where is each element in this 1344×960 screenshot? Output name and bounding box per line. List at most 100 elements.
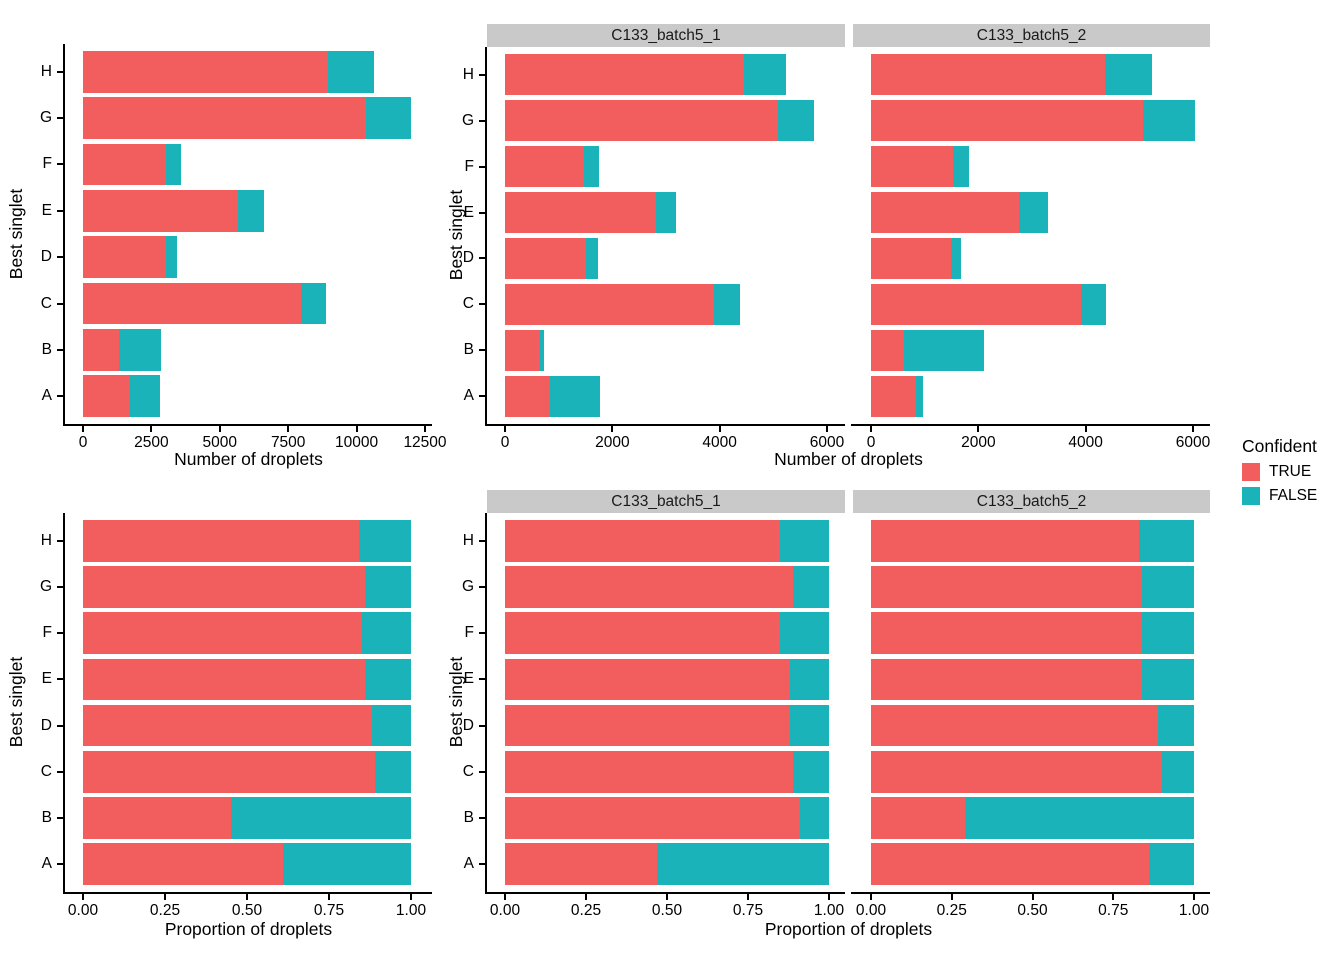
x-tick-label: 0	[78, 434, 88, 451]
bar-D-false	[166, 236, 178, 279]
y-tick-mark	[57, 302, 63, 305]
x-tick-label: 0.50	[651, 902, 683, 919]
y-tick-mark	[479, 395, 485, 398]
bar-C-true	[871, 751, 1162, 793]
x-tick-label: 0.75	[1098, 902, 1129, 919]
bar-G-true	[83, 566, 366, 608]
bar-D-true	[83, 236, 167, 279]
bar-B-false	[964, 797, 1194, 839]
panel-counts-batch5-1	[487, 47, 845, 424]
legend-label-true: TRUE	[1269, 463, 1312, 480]
bar-C-false	[374, 751, 411, 793]
y-tick-mark	[57, 770, 63, 773]
y-tick-label: B	[41, 809, 52, 827]
bar-E-true	[83, 658, 366, 701]
bar-G-true	[83, 97, 367, 139]
bar-F-false	[584, 145, 599, 188]
x-tick-mark	[585, 894, 587, 900]
x-tick-label: 0	[500, 434, 510, 451]
y-tick-label: B	[463, 341, 474, 359]
bar-A-true	[505, 843, 658, 886]
y-tick-label: A	[41, 855, 52, 873]
x-tick-mark	[1192, 426, 1194, 432]
bar-E-false	[790, 658, 829, 701]
bar-F-false	[780, 612, 829, 654]
bar-B-false	[230, 797, 411, 839]
y-tick-label: D	[40, 248, 52, 266]
bar-C-true	[871, 283, 1082, 326]
y-tick-mark	[479, 817, 485, 820]
bar-C-false	[1161, 751, 1194, 793]
x-axis-line	[485, 892, 845, 894]
y-tick-label: F	[42, 155, 52, 173]
bar-G-false	[778, 99, 814, 142]
bar-G-true	[505, 566, 794, 608]
y-tick-mark	[57, 678, 63, 681]
y-tick-label: C	[40, 294, 52, 312]
bar-E-false	[1018, 191, 1049, 234]
facet-strip: C133_batch5_2	[853, 24, 1210, 47]
x-tick-label: 6000	[1175, 434, 1211, 451]
x-tick-mark	[424, 426, 426, 432]
bar-H-true	[871, 519, 1140, 562]
x-tick-mark	[611, 426, 614, 432]
x-tick-mark	[718, 426, 721, 432]
panel-prop-batch5-2	[853, 513, 1210, 892]
y-tick-mark	[479, 585, 485, 588]
bar-D-false	[790, 704, 829, 747]
bar-E-true	[505, 658, 791, 701]
y-tick-mark	[57, 817, 63, 820]
legend: Confident TRUE FALSE	[1242, 436, 1342, 505]
x-tick-mark	[870, 894, 872, 900]
y-tick-mark	[479, 119, 485, 122]
bar-C-true	[505, 751, 794, 793]
bar-E-false	[1142, 658, 1194, 701]
x-tick-label: 0.00	[489, 902, 521, 919]
y-tick-mark	[57, 117, 63, 120]
y-tick-label: C	[40, 762, 52, 780]
y-tick-mark	[57, 395, 63, 398]
x-tick-label: 1.00	[813, 902, 845, 919]
bar-B-true	[83, 329, 119, 371]
legend-item-false: FALSE	[1242, 487, 1342, 505]
x-tick-label: 0.75	[313, 902, 345, 919]
bar-E-false	[237, 189, 264, 232]
y-tick-label: B	[463, 809, 474, 827]
bar-D-true	[83, 704, 372, 747]
y-axis-title: Best singlet	[446, 656, 466, 748]
y-axis-title: Best singlet	[6, 656, 26, 748]
x-tick-label: 1.00	[395, 902, 427, 919]
bar-F-true	[871, 612, 1143, 654]
bar-F-true	[505, 145, 585, 188]
y-tick-label: G	[39, 577, 52, 595]
x-tick-label: 12500	[403, 434, 447, 451]
x-axis-line	[485, 424, 845, 426]
y-tick-mark	[479, 303, 485, 306]
y-tick-mark	[479, 257, 485, 260]
bar-F-true	[83, 143, 167, 186]
bar-E-true	[505, 191, 657, 234]
bar-C-true	[505, 283, 715, 326]
y-tick-mark	[479, 863, 485, 866]
bar-H-true	[83, 50, 328, 93]
x-tick-mark	[747, 894, 749, 900]
bar-C-false	[300, 282, 327, 325]
x-tick-label: 0.50	[231, 902, 263, 919]
bar-D-false	[950, 237, 961, 280]
bar-D-false	[586, 237, 598, 280]
y-tick-mark	[57, 256, 63, 259]
x-axis-title-counts: Number of droplets	[174, 449, 323, 469]
bar-A-false	[915, 375, 924, 418]
bar-C-false	[1081, 283, 1107, 326]
y-tick-mark	[57, 348, 63, 351]
y-tick-mark	[479, 211, 485, 214]
bar-D-true	[871, 704, 1159, 747]
x-tick-mark	[287, 426, 290, 432]
x-tick-label: 0.25	[936, 902, 967, 919]
legend-key-false-icon	[1242, 487, 1260, 505]
y-tick-mark	[479, 539, 485, 542]
x-tick-mark	[410, 894, 412, 900]
bar-C-true	[83, 282, 301, 325]
bar-F-false	[361, 612, 411, 654]
x-axis-title-proportion: Proportion of droplets	[764, 919, 933, 939]
